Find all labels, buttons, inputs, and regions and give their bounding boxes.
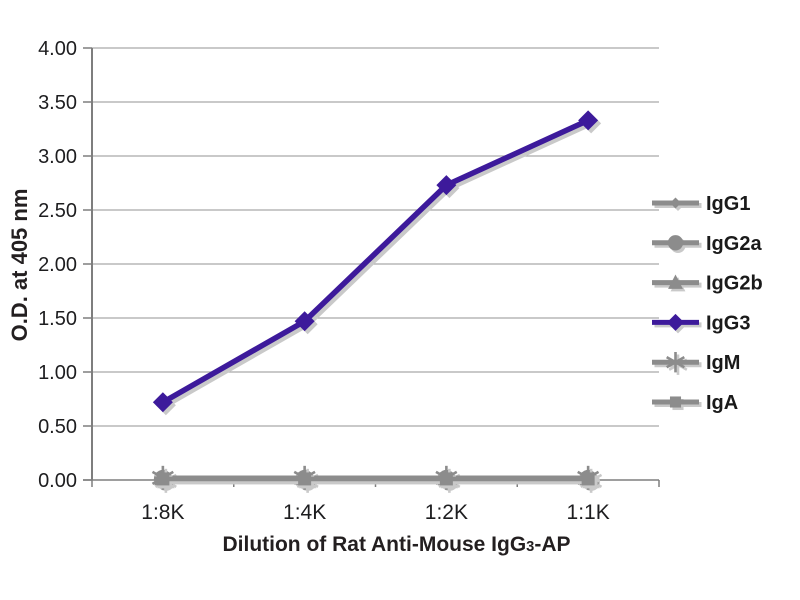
x-axis-title-text: Dilution of Rat Anti-Mouse IgG [222,533,527,556]
legend-marker-IgM [666,352,685,373]
x-axis-title-suffix: -AP [534,533,571,556]
x-tick-label: 1:8K [141,501,184,524]
legend-item-IgM: IgM [652,352,740,375]
y-tick-label: 3.50 [38,92,77,114]
x-tick-label: 1:1K [567,501,610,524]
series-line-shadow [164,120,593,408]
series-IgG3 [152,110,599,413]
legend-item-IgG3: IgG3 [652,312,750,334]
x-tick-label: 1:4K [283,501,326,524]
legend-item-IgA: IgA [652,392,738,414]
legend-marker-IgG1 [669,197,682,209]
data-point-IgA-1:2K [439,472,453,486]
x-tick-label: 1:2K [425,501,468,524]
y-tick-label: 4.00 [38,38,77,60]
legend-marker-IgA [669,396,682,408]
legend-item-IgG2a: IgG2a [652,233,762,255]
y-tick-label: 2.00 [38,254,77,276]
legend: IgG1 IgG2a IgG2b IgG3 IgM IgA [652,193,763,414]
y-tick-labels: 0.00 0.50 1.00 1.50 2.00 2.50 3.00 3.50 4.00 [38,38,77,492]
legend-marker-IgG2b [668,274,683,289]
x-axis-title: Dilution of Rat Anti-Mouse IgG3-AP [92,533,701,557]
legend-item-IgG1: IgG1 [652,193,750,215]
data-point-IgG3-1:2K [436,175,457,196]
series-line-IgG3 [161,117,590,405]
data-point-IgG3-1:4K [294,311,315,332]
legend-marker-IgG2a [667,235,684,251]
data-point-IgA-1:4K [298,472,312,486]
y-tick-label: 3.00 [38,146,77,168]
legend-item-IgG2b: IgG2b [652,273,763,295]
legend-label-IgG1: IgG1 [706,193,750,215]
y-tick-label: 0.00 [38,470,77,492]
legend-label-IgG3: IgG3 [706,312,750,334]
data-point-IgG3-1:8K [152,392,173,413]
series-IgA [156,472,595,486]
x-axis-title-subscript: 3 [526,539,535,555]
axes [83,47,660,487]
x-tick-labels: 1:8K 1:4K 1:2K 1:1K [141,501,609,524]
legend-marker-IgG3 [667,313,684,331]
y-tick-label: 0.50 [38,416,77,438]
data-point-IgG3-1:1K [578,110,599,131]
gridlines [92,47,659,427]
legend-label-IgM: IgM [706,352,740,374]
data-point-IgA-1:1K [581,472,595,486]
legend-label-IgG2b: IgG2b [706,273,763,295]
y-tick-label: 1.00 [38,362,77,384]
legend-label-IgA: IgA [706,392,738,414]
y-tick-label: 1.50 [38,308,77,330]
legend-label-IgG2a: IgG2a [706,233,762,255]
y-axis-title: O.D. at 405 nm [7,188,32,342]
data-point-IgA-1:8K [156,472,170,486]
y-tick-label: 2.50 [38,200,77,222]
